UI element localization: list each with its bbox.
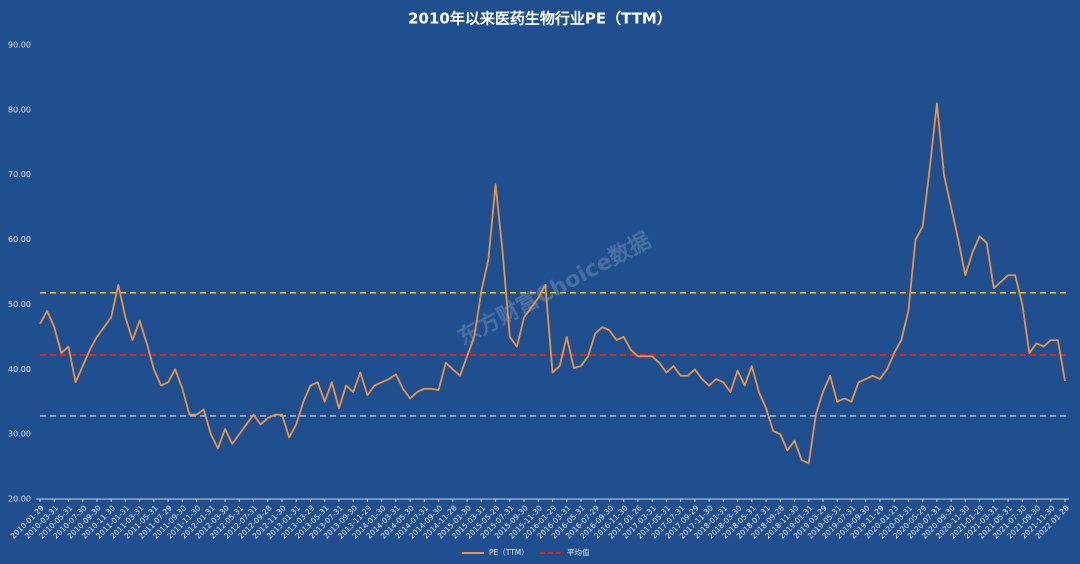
y-tick-label: 50.00 [8,300,31,309]
y-tick-label: 40.00 [8,365,31,374]
y-tick-label: 80.00 [8,105,31,114]
chart-title: 2010年以来医药生物行业PE（TTM） [408,10,672,28]
y-tick-label: 20.00 [8,495,31,504]
legend-label: PE（TTM） [489,548,529,557]
y-tick-label: 60.00 [8,235,31,244]
y-tick-label: 30.00 [8,430,31,439]
data-line [39,102,1066,465]
y-tick-label: 70.00 [8,170,31,179]
y-tick-label: 90.00 [8,41,31,50]
legend-label: 平均值 [567,547,590,557]
